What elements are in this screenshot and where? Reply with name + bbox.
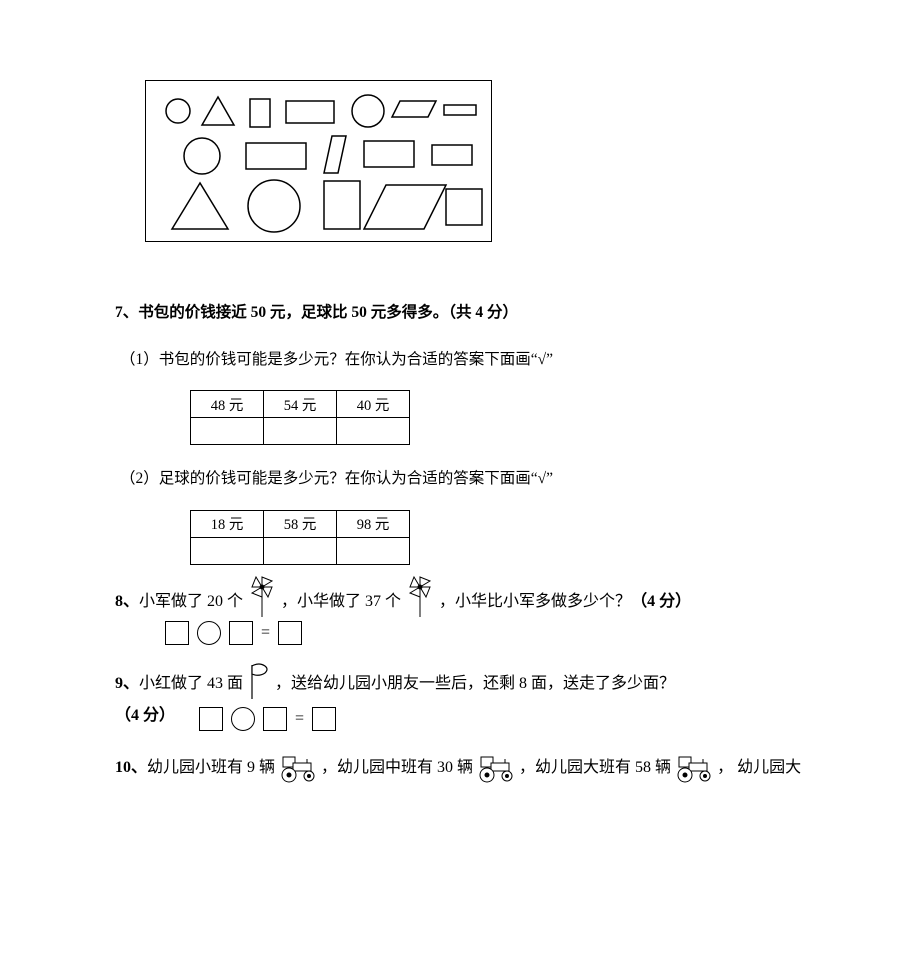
q10-part3: ，幼儿园大班有 58 辆 (519, 755, 671, 783)
q7-title: 书包的价钱接近 50 元，足球比 50 元多得多。（共 4 分） (138, 304, 518, 321)
q10-part4: ， 幼儿园大 (717, 755, 801, 783)
q7-t1-blank1[interactable] (191, 418, 264, 445)
tractor-icon (277, 753, 319, 783)
q7-sub1-prefix: （1） (120, 351, 159, 368)
q9-part1: 小红做了 43 面 (139, 671, 243, 699)
q7-t2-c3: 98 元 (337, 510, 410, 537)
q7-t2-blank2[interactable] (264, 537, 337, 564)
operator-circle[interactable] (231, 707, 255, 731)
q7-sub1-text: 书包的价钱可能是多少元？在你认为合适的答案下面画“√” (159, 351, 553, 368)
q10-number: 10、 (115, 755, 147, 783)
q10-part2: ，幼儿园中班有 30 辆 (321, 755, 473, 783)
shapes-diagram (145, 80, 492, 242)
q8-number: 8、 (115, 589, 139, 617)
q9-points: （4 分） (115, 703, 175, 731)
q7-table1: 48 元 54 元 40 元 (190, 390, 410, 445)
q8-part1: 小军做了 20 个 (139, 589, 243, 617)
q8-equation: = (165, 621, 805, 645)
tractor-icon (475, 753, 517, 783)
q7-t2-blank3[interactable] (337, 537, 410, 564)
blank-box[interactable] (278, 621, 302, 645)
q8-part2: ，小华做了 37 个 (281, 589, 401, 617)
blank-box[interactable] (263, 707, 287, 731)
question-8: 8、 小军做了 20 个 ，小华做了 37 个 (115, 575, 805, 645)
q7-t1-c3: 40 元 (337, 391, 410, 418)
q7-number: 7、 (115, 304, 138, 321)
q7-t1-blank3[interactable] (337, 418, 410, 445)
blank-box[interactable] (312, 707, 336, 731)
q7-t2-c1: 18 元 (191, 510, 264, 537)
q7-sub2-text: 足球的价钱可能是多少元？在你认为合适的答案下面画“√” (159, 470, 553, 487)
blank-box[interactable] (199, 707, 223, 731)
blank-box[interactable] (165, 621, 189, 645)
q8-points: （4 分） (631, 589, 691, 617)
q7-t2-blank1[interactable] (191, 537, 264, 564)
question-9: 9、 小红做了 43 面 ，送给幼儿园小朋友一些后，还剩 8 面，送走了多少面？… (115, 663, 805, 731)
blank-box[interactable] (229, 621, 253, 645)
question-7: 7、书包的价钱接近 50 元，足球比 50 元多得多。（共 4 分） （1）书包… (115, 297, 805, 565)
operator-circle[interactable] (197, 621, 221, 645)
q9-part2: ，送给幼儿园小朋友一些后，还剩 8 面，送走了多少面？ (275, 671, 675, 699)
q7-t1-c2: 54 元 (264, 391, 337, 418)
q9-equation: = (199, 707, 336, 731)
q7-t2-c2: 58 元 (264, 510, 337, 537)
q7-t1-c1: 48 元 (191, 391, 264, 418)
pinwheel-icon (245, 575, 279, 617)
q9-number: 9、 (115, 671, 139, 699)
q8-part3: ，小华比小军多做多少个？ (439, 589, 631, 617)
question-10: 10、 幼儿园小班有 9 辆 ，幼儿园中班有 30 辆 (115, 753, 805, 783)
q10-part1: 幼儿园小班有 9 辆 (147, 755, 275, 783)
q7-table2: 18 元 58 元 98 元 (190, 510, 410, 565)
tractor-icon (673, 753, 715, 783)
pinwheel-icon (403, 575, 437, 617)
equals-sign: = (295, 710, 304, 728)
q7-sub2-prefix: （2） (120, 470, 159, 487)
equals-sign: = (261, 624, 270, 642)
q7-t1-blank2[interactable] (264, 418, 337, 445)
flag-icon (245, 663, 273, 699)
